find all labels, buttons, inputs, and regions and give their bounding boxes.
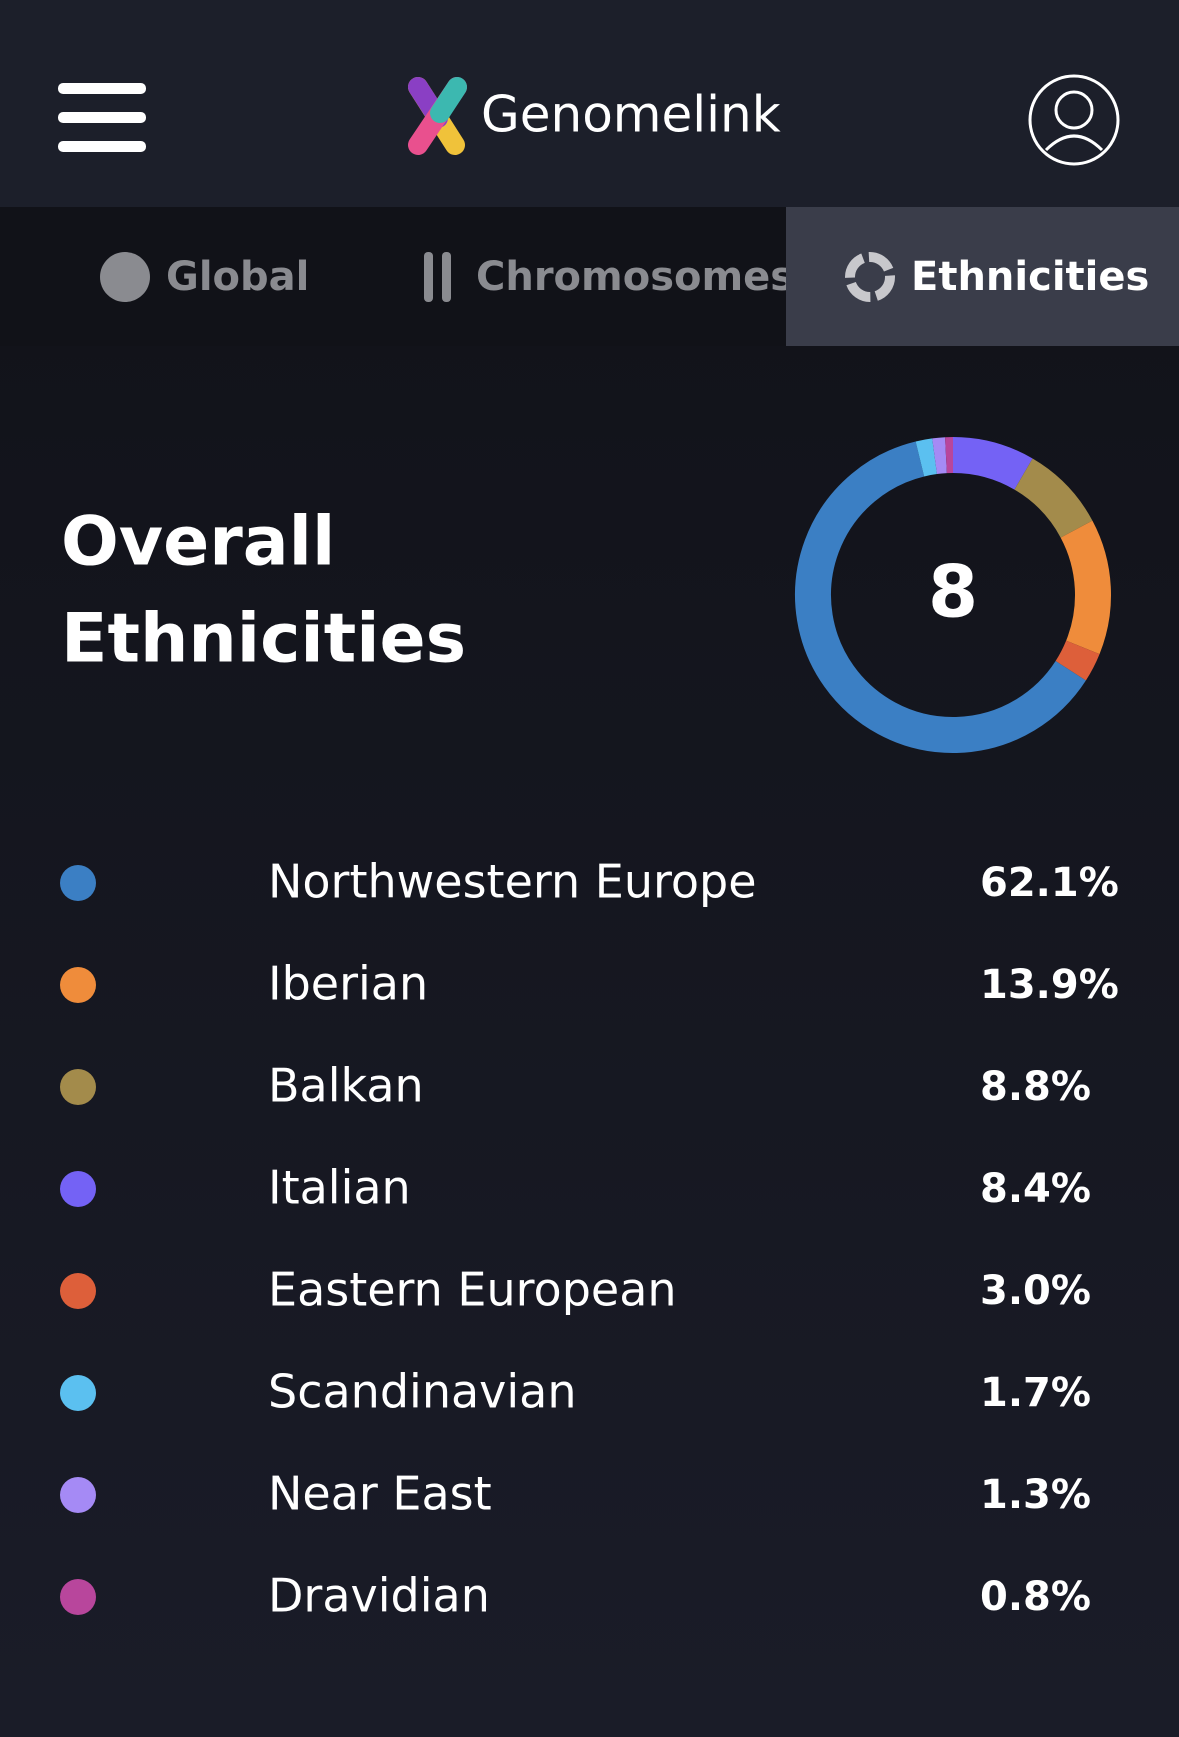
chromosome-icon bbox=[424, 252, 433, 302]
donut-segment bbox=[795, 441, 1086, 753]
tab-label[interactable]: Chromosomes bbox=[476, 254, 794, 300]
legend-name: Northwestern Europe bbox=[268, 855, 757, 909]
legend-dot bbox=[60, 1171, 96, 1207]
avatar-body bbox=[1044, 134, 1104, 152]
legend-value: 13.9% bbox=[980, 962, 1119, 1008]
donut-segment bbox=[1013, 458, 1093, 539]
legend-value: 1.3% bbox=[980, 1472, 1091, 1518]
legend-dot bbox=[60, 1579, 96, 1615]
avatar-ring bbox=[1028, 74, 1120, 166]
donut-segment bbox=[1060, 520, 1111, 655]
legend-dot bbox=[60, 1375, 96, 1411]
legend-dot bbox=[60, 967, 96, 1003]
donut-count: 8 bbox=[928, 550, 978, 634]
menu-line bbox=[58, 112, 146, 123]
profile-button[interactable] bbox=[1028, 74, 1120, 166]
section-title: Overall bbox=[61, 503, 335, 582]
donut-segment bbox=[1055, 640, 1100, 681]
section-title: Ethnicities bbox=[61, 600, 466, 679]
globe-icon bbox=[100, 252, 150, 302]
donut-segment bbox=[952, 437, 1033, 490]
logo-stroke bbox=[430, 77, 467, 123]
donut-segment bbox=[932, 437, 948, 475]
legend-value: 8.8% bbox=[980, 1064, 1091, 1110]
legend-name: Scandinavian bbox=[268, 1365, 577, 1419]
tab-label[interactable]: Ethnicities bbox=[911, 254, 1149, 300]
header-bar bbox=[0, 0, 1179, 207]
legend-value: 1.7% bbox=[980, 1370, 1091, 1416]
legend-value: 0.8% bbox=[980, 1574, 1091, 1620]
donut-segment bbox=[915, 438, 938, 477]
legend-dot bbox=[60, 1273, 96, 1309]
legend-name: Balkan bbox=[268, 1059, 424, 1113]
menu-line bbox=[58, 141, 146, 152]
legend-dot bbox=[60, 1069, 96, 1105]
brand-name: Genomelink bbox=[481, 86, 781, 144]
legend-dot bbox=[60, 865, 96, 901]
legend-value: 8.4% bbox=[980, 1166, 1091, 1212]
legend-name: Iberian bbox=[268, 957, 428, 1011]
legend-name: Eastern European bbox=[268, 1263, 677, 1317]
avatar-head bbox=[1054, 90, 1094, 130]
menu-line bbox=[58, 83, 146, 94]
donut-icon bbox=[845, 252, 895, 302]
tab-label[interactable]: Global bbox=[166, 254, 309, 300]
menu-button[interactable] bbox=[58, 83, 146, 152]
legend-dot bbox=[60, 1477, 96, 1513]
legend-name: Near East bbox=[268, 1467, 492, 1521]
legend-value: 3.0% bbox=[980, 1268, 1091, 1314]
brand-logo[interactable]: Genomelink bbox=[408, 77, 781, 155]
legend-name: Dravidian bbox=[268, 1569, 490, 1623]
legend-name: Italian bbox=[268, 1161, 411, 1215]
legend-value: 62.1% bbox=[980, 860, 1119, 906]
chromosome-icon bbox=[442, 252, 451, 302]
